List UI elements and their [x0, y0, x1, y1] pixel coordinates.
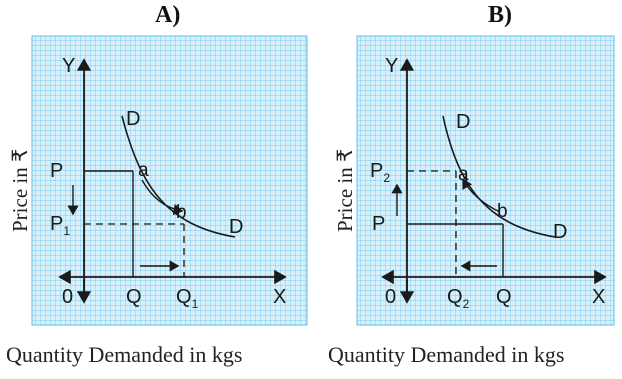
panel-a: Y X 0 D D a b P P1 Q Q1: [31, 35, 308, 326]
grid-background-a: [31, 35, 308, 326]
price-p1-label-a: P1: [50, 213, 70, 238]
qty-q2-label-b: Q2: [447, 286, 470, 311]
x-axis-title-a: Quantity Demanded in kgs: [6, 342, 243, 367]
price-p-label-b: P: [372, 213, 385, 235]
origin-label-b: 0: [385, 286, 396, 308]
x-axis-title-b: Quantity Demanded in kgs: [328, 342, 565, 367]
point-a-label-a: a: [138, 160, 149, 181]
grid-background-b: [356, 35, 615, 326]
y-axis-title-a: Price in ₹: [8, 148, 32, 232]
price-p2-label-b: P2: [370, 160, 390, 185]
demand-curve-a: [121, 115, 236, 238]
y-label-b: Y: [385, 55, 398, 77]
panel-b: Y X 0 D D a b P2 P Q2 Q: [356, 35, 615, 326]
point-b-label-b: b: [497, 201, 508, 222]
movement-arrow-a: [141, 179, 184, 216]
panel-title-b: B): [488, 2, 512, 28]
curve-label-top-a: D: [126, 108, 140, 130]
origin-label-a: 0: [62, 286, 73, 308]
y-label-a: Y: [62, 55, 75, 77]
movement-arrow-b: [462, 178, 501, 213]
qty-q1-label-a: Q1: [176, 286, 199, 311]
qty-q-label-a: Q: [126, 286, 142, 308]
point-a-label-b: a: [458, 164, 469, 185]
curve-label-end-b: D: [553, 221, 567, 243]
point-b-label-a: b: [176, 202, 187, 223]
x-label-a: X: [273, 286, 286, 308]
curve-label-top-b: D: [456, 111, 470, 133]
price-p-label-a: P: [50, 160, 63, 182]
qty-q-label-b: Q: [496, 286, 512, 308]
x-label-b: X: [592, 286, 605, 308]
y-axis-title-b: Price in ₹: [333, 148, 357, 232]
panel-title-a: A): [155, 2, 181, 28]
curve-label-end-a: D: [229, 216, 243, 238]
